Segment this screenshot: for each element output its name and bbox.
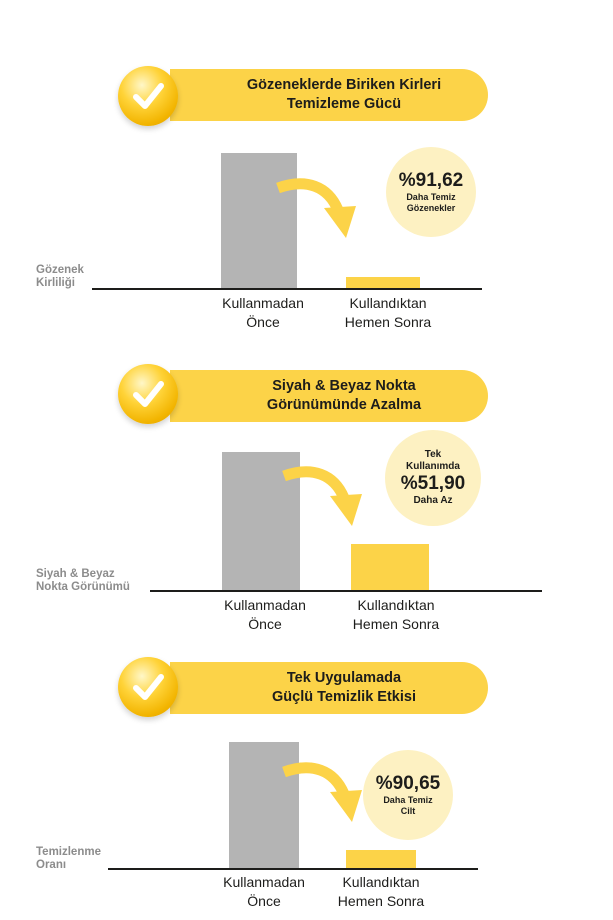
panel-title-line1: Gözeneklerde Biriken Kirleri [246,77,442,93]
bar-after [351,544,429,591]
y-axis-label-line1: Gözenek [36,264,84,276]
result-label-line1: Daha Az [413,495,453,506]
y-axis-label-line1: Siyah & Beyaz [36,568,115,580]
panel-title-line2: Güçlü Temizlik Etkisi [272,689,416,705]
curved-arrow-icon [282,762,362,822]
result-label-line1: Daha Temiz [383,795,433,805]
x-label-after: Kullandıktan Hemen Sonra [321,873,441,911]
y-axis-label-line2: Kirliliği [36,277,75,289]
result-percentage: %91,62 [398,170,464,191]
y-axis-label-line2: Oranı [36,859,67,871]
checkmark-icon [118,364,178,424]
x-label-after-line2: Hemen Sonra [352,616,440,632]
result-label-line2: Cilt [400,806,416,816]
panel-cleaning-effect: Tek Uygulamada Güçlü Temizlik Etkisi %90… [0,600,613,909]
bar-after [346,850,416,869]
x-label-after: Kullandıktan Hemen Sonra [336,596,456,634]
result-percentage: %51,90 [400,473,466,494]
x-label-after-line1: Kullandıktan [349,295,427,311]
result-badge: %90,65 Daha Temiz Cilt [363,750,453,840]
result-top-line2: Kullanımda [406,461,460,472]
y-axis-label: Temizlenme Oranı [36,846,101,872]
x-label-before-line2: Önce [248,616,282,632]
checkmark-icon [118,66,178,126]
x-label-after: Kullandıktan Hemen Sonra [328,294,448,332]
panel-blackhead-whitehead: Siyah & Beyaz Nokta Görünümünde Azalma T… [0,300,613,632]
x-label-before-line1: Kullanmadan [223,874,305,890]
x-label-before: Kullanmadan Önce [203,294,323,332]
panel-title-line1: Tek Uygulamada [286,670,402,686]
y-axis-label: Gözenek Kirliliği [36,264,84,290]
baseline [108,868,478,870]
x-label-after-line2: Hemen Sonra [344,314,432,330]
x-label-before-line1: Kullanmadan [224,597,306,613]
x-label-before-line1: Kullanmadan [222,295,304,311]
bar-before [229,742,299,869]
panel-title-banner: Tek Uygulamada Güçlü Temizlik Etkisi [170,662,488,714]
panel-pore-cleaning: Gözeneklerde Biriken Kirleri Temizleme G… [0,0,613,330]
baseline [92,288,482,290]
bar-after [346,277,420,289]
panel-title-banner: Siyah & Beyaz Nokta Görünümünde Azalma [170,370,488,422]
result-badge: Tek Kullanımda %51,90 Daha Az [385,430,481,526]
result-top-line1: Tek [424,449,442,460]
x-label-after-line2: Hemen Sonra [337,893,425,909]
x-label-before: Kullanmadan Önce [205,596,325,634]
result-percentage: %90,65 [375,773,441,794]
x-label-after-line1: Kullandıktan [342,874,420,890]
y-axis-label-line1: Temizlenme [36,846,101,858]
panel-title-line2: Görünümünde Azalma [266,397,422,413]
baseline [150,590,542,592]
panel-title-line1: Siyah & Beyaz Nokta [272,378,416,394]
result-label-line1: Daha Temiz [406,192,456,202]
x-label-after-line1: Kullandıktan [357,597,435,613]
result-badge: %91,62 Daha Temiz Gözenekler [386,147,476,237]
panel-title-line2: Temizleme Gücü [286,96,402,112]
curved-arrow-icon [276,178,356,238]
x-label-before: Kullanmadan Önce [204,873,324,911]
y-axis-label: Siyah & Beyaz Nokta Görünümü [36,568,130,594]
x-label-before-line2: Önce [247,893,281,909]
x-label-before-line2: Önce [246,314,280,330]
panel-title-banner: Gözeneklerde Biriken Kirleri Temizleme G… [170,69,488,121]
y-axis-label-line2: Nokta Görünümü [36,581,130,593]
result-label-line2: Gözenekler [406,203,456,213]
checkmark-icon [118,657,178,717]
curved-arrow-icon [282,466,362,526]
bar-before [221,153,297,289]
